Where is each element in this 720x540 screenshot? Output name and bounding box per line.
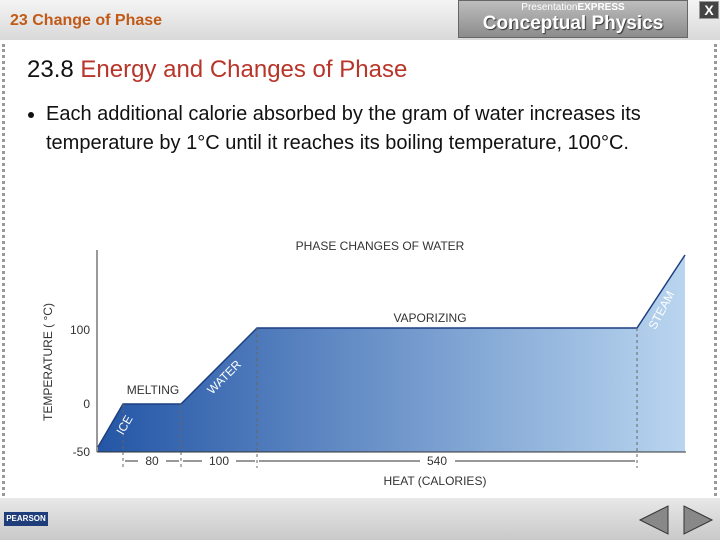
phase-label: VAPORIZING [393, 311, 466, 325]
dividers [122, 328, 638, 468]
segment-label: 80 [145, 454, 159, 468]
nav-buttons [638, 505, 714, 535]
bullet-list: Each additional calorie absorbed by the … [30, 100, 696, 158]
close-button[interactable]: X [699, 1, 719, 19]
phase-label: MELTING [127, 383, 179, 397]
publisher-logo: PEARSON [4, 512, 48, 526]
chapter-title: 23 Change of Phase [10, 12, 163, 29]
next-button[interactable] [683, 505, 714, 535]
y-tick-label: -50 [73, 445, 91, 459]
curve-area [98, 255, 685, 452]
slide-title: 23.8 Energy and Changes of Phase [27, 56, 407, 84]
segment-label: 100 [209, 454, 229, 468]
prev-button[interactable] [638, 505, 669, 535]
left-border [2, 44, 5, 496]
brand-small-text: Presentation [521, 2, 578, 13]
y-tick-label: 100 [70, 323, 90, 337]
brand-small: PresentationEXPRESS [459, 2, 687, 13]
right-border [714, 44, 717, 496]
brand-small-bold: EXPRESS [577, 2, 625, 13]
brand-logo: PresentationEXPRESS Conceptual Physics [458, 0, 688, 38]
y-axis-label: TEMPERATURE ( °C) [41, 303, 55, 421]
segment-label: 540 [427, 454, 447, 468]
x-axis-label: HEAT (CALORIES) [384, 474, 487, 488]
brand-name: Conceptual Physics [482, 13, 664, 34]
diagram-title: PHASE CHANGES OF WATER [296, 239, 465, 253]
y-tick-label: 0 [83, 397, 90, 411]
bullet: Each additional calorie absorbed by the … [46, 100, 696, 158]
section-number: 23.8 [27, 56, 74, 83]
footer-bar [0, 498, 720, 540]
curve-line [97, 254, 686, 448]
section-title: Energy and Changes of Phase [80, 56, 408, 83]
